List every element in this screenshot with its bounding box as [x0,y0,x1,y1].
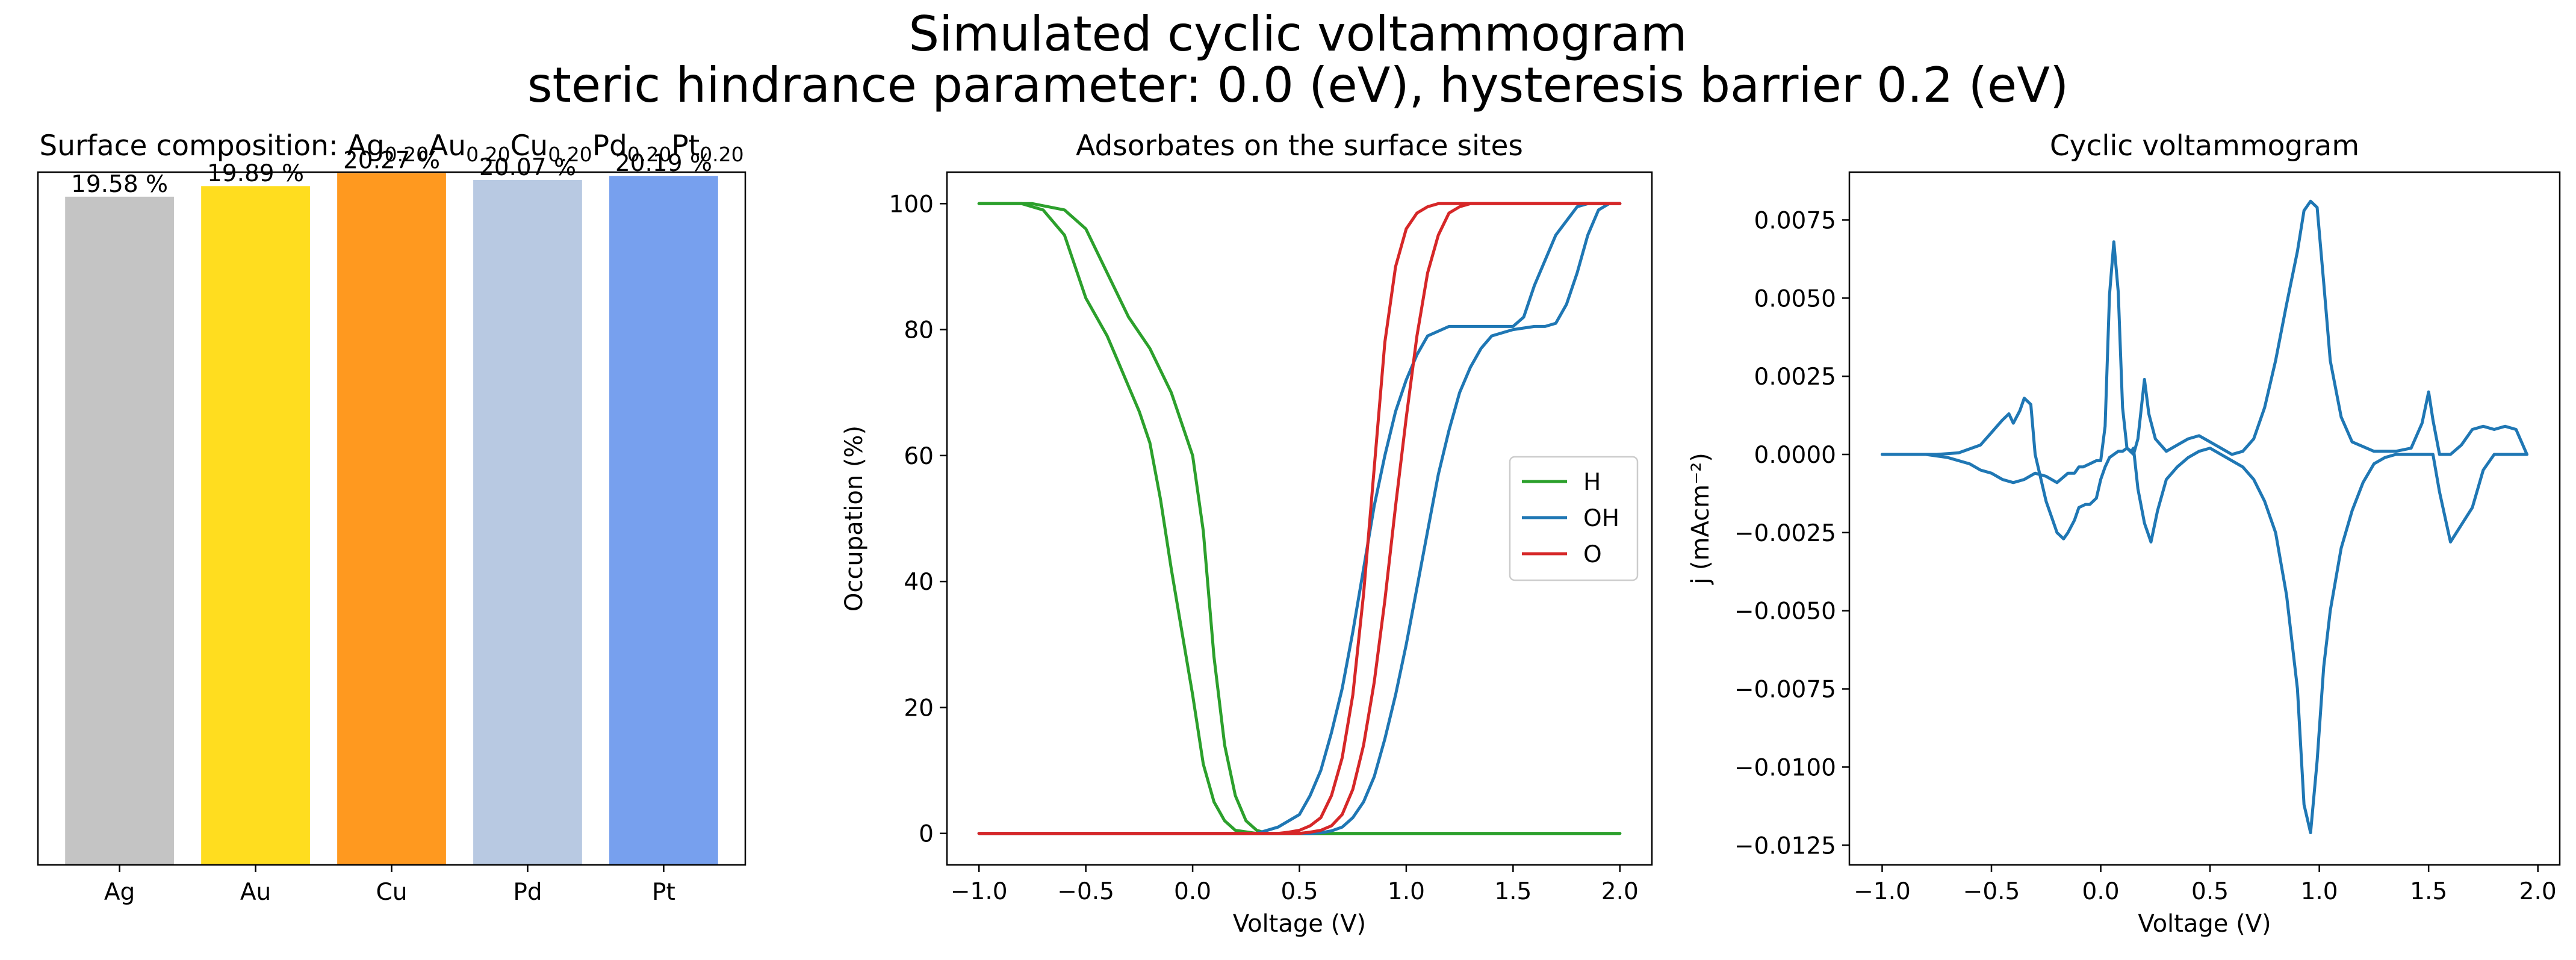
y-tick-label: 0 [919,821,934,848]
y-tick-label: 0.0000 [1754,442,1836,469]
series-line-o-4 [977,202,1622,835]
x-tick-label: 1.5 [2410,878,2447,905]
figure-title-line1: Simulated cyclic voltammogram [908,6,1687,62]
x-tick-label: −1.0 [1854,878,1911,905]
figure-title-line2: steric hindrance parameter: 0.0 (eV), hy… [527,57,2069,113]
y-axis-label: Occupation (%) [840,426,868,612]
x-tick-label: Pd [513,879,542,906]
y-axis-label: j (mAcm⁻²) [1687,453,1715,585]
series-line-oh-3 [977,202,1622,835]
x-tick-label: −1.0 [951,878,1008,905]
y-tick-label: 60 [904,443,934,470]
plot-frame [37,171,746,866]
x-tick-label: 1.5 [1494,878,1532,905]
x-tick-label: Cu [376,879,408,906]
series-line-o-5 [977,202,1622,835]
panel-title: Adsorbates on the surface sites [1076,129,1523,163]
title-subscript: 0.20 [466,143,510,166]
title-part: Surface composition: [39,129,347,163]
title-subscript: 0.20 [627,143,671,166]
y-tick-label: 0.0025 [1754,364,1836,391]
series-line-oh-2 [977,202,1622,835]
x-tick-label: −0.5 [1057,878,1114,905]
x-tick-label: 0.5 [2191,878,2229,905]
x-tick-label: 0.0 [1174,878,1211,905]
title-part: Au [429,129,466,163]
legend: H OH O [1509,456,1639,581]
panel-title: Surface composition: Ag0.20Au0.20Cu0.20P… [39,129,743,166]
y-tick-label: −0.0025 [1734,520,1836,547]
x-tick-label: 2.0 [1601,878,1639,905]
title-subscript: 0.20 [548,143,592,166]
y-tick-label: 100 [889,191,934,218]
bar-pt [609,176,718,865]
bar-value-label: 19.89 % [207,160,304,187]
y-tick-label: 40 [904,569,934,596]
x-tick-label: 0.5 [1280,878,1318,905]
title-part: Pd [592,129,627,163]
x-tick-label: 0.0 [2082,878,2120,905]
bar-cu [337,173,446,866]
legend-label-h: H [1583,469,1601,496]
series-line-h-1 [977,202,1622,835]
x-tick-label: 2.0 [2519,878,2557,905]
x-axis-label: Voltage (V) [1233,910,1366,938]
x-tick-label: 1.0 [1388,878,1425,905]
legend-label-oh: OH [1583,505,1619,532]
plot-frame [1848,171,2561,866]
adsorbates-panel: −1.0 −0.5 0.0 0.5 1.0 1.5 2.0 0 20 40 60 80 100 Adsor… [840,129,1653,938]
bar-value-label: 20.07 % [479,154,576,181]
title-part: Ag [347,129,385,163]
x-tick-label: −0.5 [1963,878,2020,905]
y-tick-label: −0.0075 [1734,677,1836,704]
title-part: Pt [671,129,700,163]
y-tick-label: −0.0050 [1734,598,1836,625]
y-tick-label: 0.0050 [1754,285,1836,312]
series-line-1 [1881,199,2528,485]
y-tick-label: −0.0125 [1734,832,1836,859]
bar-pd [473,180,582,865]
x-axis-label: Voltage (V) [2138,910,2271,938]
y-tick-label: 80 [904,317,934,344]
bar-au [201,186,310,865]
x-tick-label: Ag [104,879,135,906]
bar-value-label: 19.58 % [71,171,168,198]
title-subscript: 0.20 [700,143,743,166]
series-lines [1881,199,2528,834]
y-tick-label: 0.0075 [1754,207,1836,234]
x-tick-label: Au [240,879,271,906]
series-lines [977,202,1622,835]
title-subscript: 0.20 [385,143,429,166]
x-tick-label: Pt [652,879,675,906]
y-tick-label: 20 [904,695,934,722]
x-tick-label: 1.0 [2301,878,2338,905]
bar-value-label: 20.27 % [343,147,440,175]
bar-ag [65,196,174,866]
legend-box [1509,456,1639,581]
series-line-0 [1881,397,2528,834]
y-tick-label: −0.0100 [1734,754,1836,781]
panel-title: Cyclic voltammogram [2050,129,2359,163]
cyclic-voltammogram-panel: −1.0 −0.5 0.0 0.5 1.0 1.5 2.0 0.0075 0.0050 0.002… [1687,129,2561,938]
legend-label-o: O [1583,541,1602,568]
title-part: Cu [511,129,548,163]
